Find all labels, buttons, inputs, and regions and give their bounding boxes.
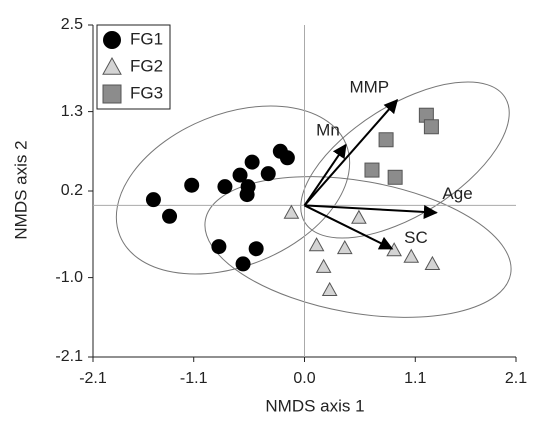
arrow-label: Mn — [316, 120, 340, 139]
legend-marker — [103, 31, 121, 49]
point — [364, 162, 380, 178]
x-axis-label: NMDS axis 1 — [265, 396, 364, 415]
arrow-label: MMP — [349, 78, 389, 97]
point — [184, 177, 200, 193]
arrow — [303, 143, 347, 206]
legend-label: FG1 — [130, 29, 163, 48]
x-tick-label: -1.1 — [180, 370, 208, 387]
point — [378, 132, 394, 148]
point — [217, 179, 233, 195]
point — [424, 255, 441, 270]
point — [244, 154, 260, 170]
ellipse — [204, 176, 512, 318]
arrow-label: SC — [404, 228, 428, 247]
point — [403, 248, 420, 263]
point — [235, 256, 251, 272]
legend-marker — [102, 56, 122, 75]
arrow-label: Age — [442, 184, 472, 203]
x-tick-label: 2.1 — [505, 370, 527, 387]
y-tick-label: 2.5 — [61, 16, 83, 33]
point — [232, 167, 248, 183]
point — [279, 150, 295, 166]
point — [336, 239, 353, 255]
point — [240, 179, 256, 195]
point — [387, 169, 403, 185]
point — [162, 208, 178, 224]
point — [351, 209, 367, 224]
point — [308, 237, 325, 252]
legend-marker — [102, 84, 122, 104]
arrow — [304, 204, 394, 250]
y-axis-label: NMDS axis 2 — [11, 140, 30, 239]
point — [386, 242, 402, 257]
point — [423, 119, 439, 135]
y-tick-label: 0.2 — [61, 182, 83, 199]
point — [315, 258, 332, 273]
arrow — [304, 204, 438, 219]
y-tick-label: -2.1 — [55, 348, 83, 365]
legend-label: FG2 — [130, 56, 163, 75]
point — [283, 204, 300, 219]
y-tick-label: 1.3 — [61, 103, 83, 120]
y-tick-label: -1.0 — [55, 269, 83, 286]
x-tick-label: -2.1 — [79, 370, 107, 387]
point — [211, 239, 227, 255]
point — [321, 281, 338, 296]
x-tick-label: 1.1 — [404, 370, 426, 387]
point — [260, 166, 276, 182]
arrow — [303, 99, 399, 207]
point — [145, 192, 161, 208]
x-tick-label: 0.0 — [293, 370, 315, 387]
legend-label: FG3 — [130, 83, 163, 102]
point — [248, 241, 264, 257]
